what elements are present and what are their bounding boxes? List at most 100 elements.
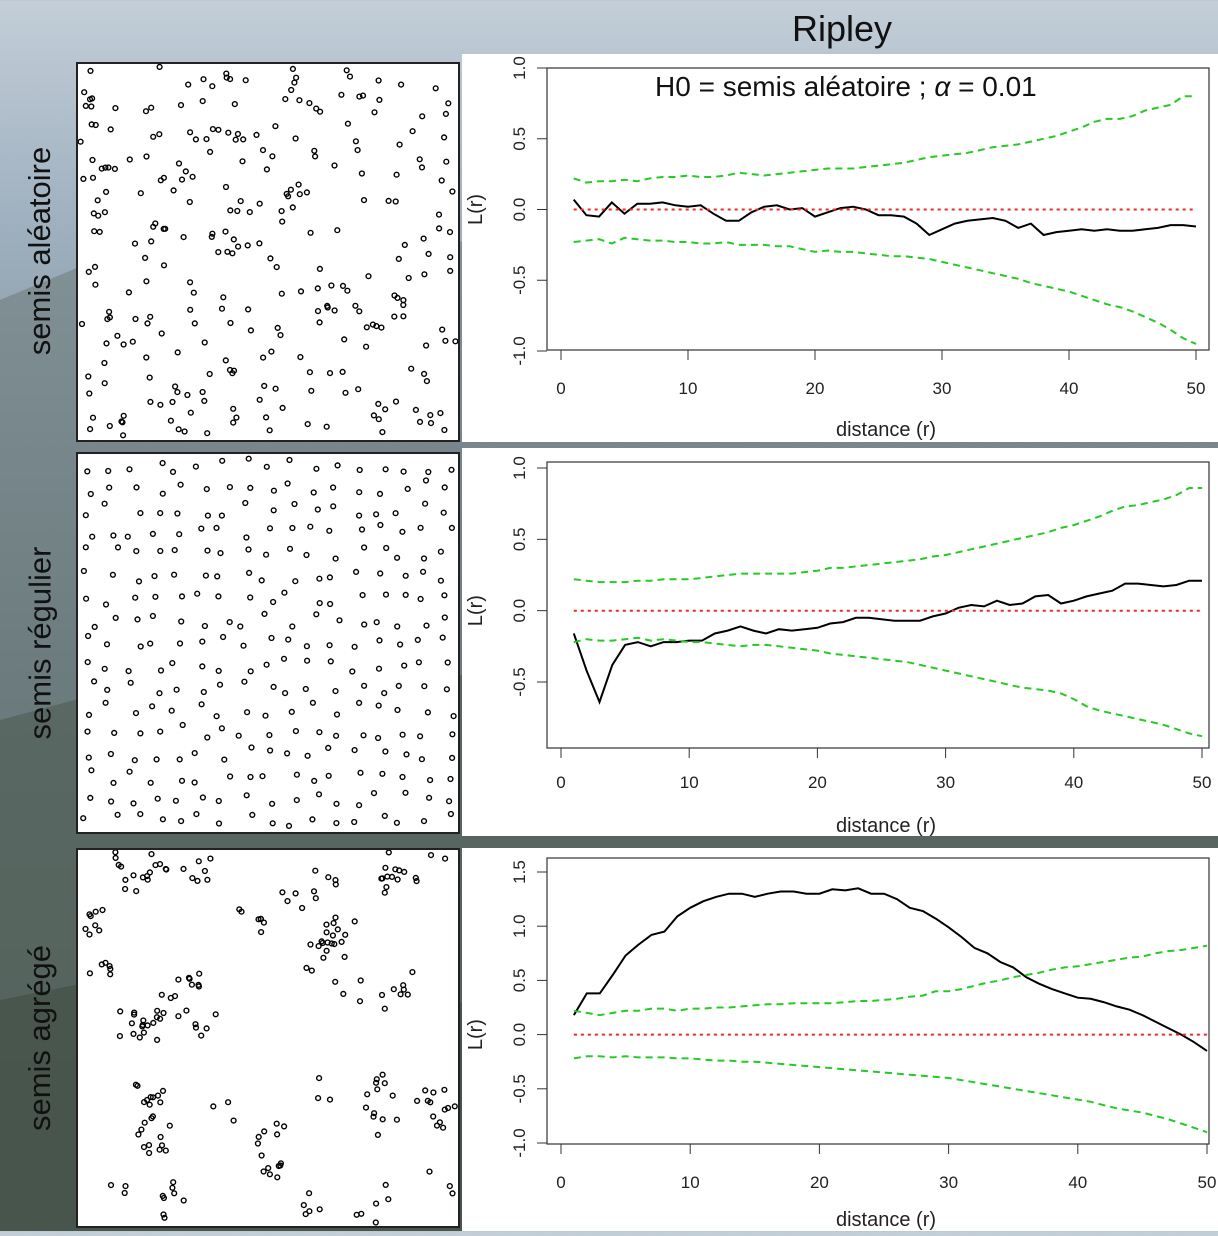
row-label-aggregated: semis agrégé xyxy=(22,944,57,1132)
pattern-point xyxy=(376,490,384,498)
pattern-point xyxy=(328,282,335,289)
pattern-point xyxy=(379,770,386,777)
pattern-point xyxy=(80,175,87,183)
pattern-point xyxy=(370,412,378,419)
pattern-point xyxy=(96,228,103,236)
pattern-point xyxy=(222,183,230,191)
chart-annotation-prefix: H0 = semis aléatoire ; xyxy=(655,71,934,102)
pattern-point xyxy=(232,136,239,143)
pattern-point xyxy=(423,622,430,629)
pattern-point xyxy=(110,779,117,787)
pattern-point xyxy=(270,507,277,514)
pattern-point xyxy=(199,663,206,670)
pattern-point xyxy=(285,636,292,643)
pattern-point xyxy=(272,123,279,130)
pattern-point xyxy=(342,389,349,396)
pattern-point xyxy=(314,285,321,292)
pattern-point xyxy=(85,632,92,640)
pattern-point xyxy=(192,1024,200,1031)
pattern-point xyxy=(399,731,406,738)
pattern-point xyxy=(447,775,454,783)
pattern-point xyxy=(288,708,295,716)
pattern-point xyxy=(160,1009,167,1017)
pattern-point xyxy=(303,643,311,650)
pattern-point xyxy=(177,818,185,825)
pattern-point xyxy=(382,864,389,871)
pattern-point xyxy=(281,1123,288,1130)
pattern-point xyxy=(336,617,343,624)
pattern-point xyxy=(409,968,416,976)
pattern-point xyxy=(356,93,363,100)
pattern-point xyxy=(222,357,229,364)
pattern-point xyxy=(394,706,401,714)
pattern-point xyxy=(383,883,390,891)
pattern-point xyxy=(270,683,277,691)
pattern-point xyxy=(107,971,114,978)
pattern-point xyxy=(101,209,109,216)
pattern-point xyxy=(204,876,211,883)
pattern-point xyxy=(315,1095,322,1102)
pattern-point xyxy=(84,468,91,475)
pattern-point xyxy=(247,668,254,675)
x-axis-label: distance (r) xyxy=(836,419,936,441)
y-tick-label: 1.5 xyxy=(510,860,529,884)
pattern-point xyxy=(114,811,121,818)
pattern-point xyxy=(332,688,339,695)
pattern-point xyxy=(87,67,94,75)
pattern-point xyxy=(122,876,129,884)
pattern-point xyxy=(289,204,296,211)
pattern-point xyxy=(414,1097,421,1105)
pattern-point xyxy=(292,578,299,585)
row-label-regular: semis régulier xyxy=(22,546,58,740)
pattern-point xyxy=(447,254,454,261)
pattern-point xyxy=(333,711,341,718)
pattern-point xyxy=(92,908,99,915)
pattern-point xyxy=(192,463,200,470)
pattern-point xyxy=(317,108,324,115)
pattern-point xyxy=(121,1189,128,1197)
pattern-point xyxy=(256,240,263,247)
pattern-point xyxy=(215,820,223,827)
pattern-point xyxy=(266,1171,274,1178)
pattern-point xyxy=(234,130,242,138)
pattern-point xyxy=(156,63,163,71)
pattern-point xyxy=(85,711,93,719)
pattern-point xyxy=(80,567,88,575)
chart-annotation-symbol: α xyxy=(934,71,951,102)
pattern-point xyxy=(353,1211,360,1218)
pattern-point xyxy=(405,274,412,282)
pattern-point xyxy=(213,524,220,532)
pattern-point xyxy=(418,164,426,171)
pattern-point xyxy=(89,414,97,421)
pattern-point xyxy=(394,876,401,883)
pattern-point xyxy=(137,509,144,517)
pattern-point xyxy=(156,131,163,138)
y-tick-label: 0.5 xyxy=(510,969,529,993)
pattern-point xyxy=(421,683,428,690)
pattern-point xyxy=(280,655,288,662)
pattern-point xyxy=(356,998,364,1005)
pattern-point xyxy=(140,1144,148,1151)
pattern-point xyxy=(313,465,320,472)
pattern-point xyxy=(373,1200,380,1207)
chart-annotation-suffix: = 0.01 xyxy=(950,71,1036,102)
pattern-point xyxy=(381,889,388,896)
pattern-point xyxy=(126,466,133,473)
pattern-point xyxy=(331,940,338,948)
pattern-point xyxy=(107,798,115,805)
pattern-point xyxy=(361,682,368,689)
pattern-point xyxy=(226,483,234,491)
pattern-point xyxy=(243,792,250,799)
pattern-point xyxy=(147,313,154,320)
pattern-point xyxy=(258,928,265,936)
pattern-point xyxy=(373,323,380,330)
pattern-point xyxy=(356,802,363,809)
pattern-point xyxy=(352,138,360,145)
pattern-point xyxy=(87,490,94,498)
pattern-point xyxy=(215,797,222,805)
pattern-point xyxy=(421,271,428,278)
pattern-point xyxy=(238,908,245,915)
pattern-point xyxy=(400,297,407,304)
pattern-point xyxy=(175,160,183,167)
pattern-point xyxy=(176,640,184,647)
